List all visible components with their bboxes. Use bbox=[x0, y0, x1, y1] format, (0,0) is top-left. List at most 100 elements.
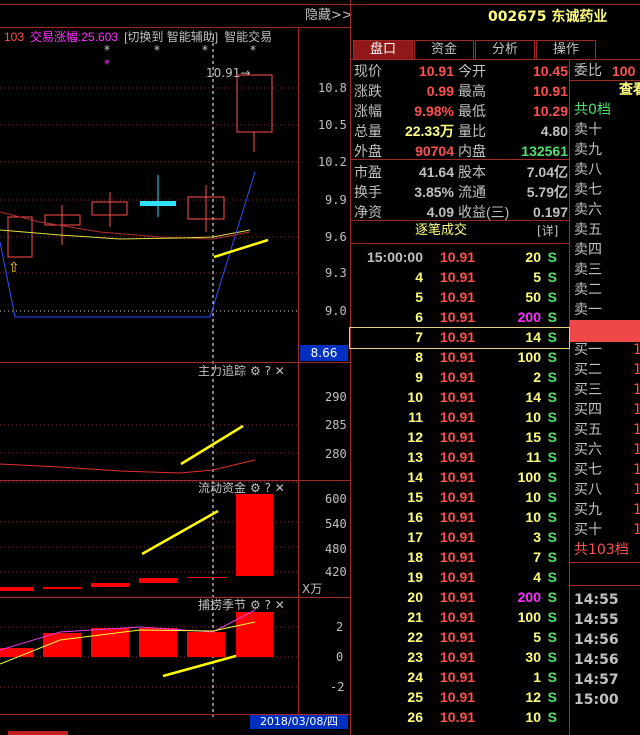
buy-level: 买一 bbox=[574, 342, 602, 358]
axis-label: 480 bbox=[325, 542, 347, 556]
axis-label: 540 bbox=[325, 517, 347, 531]
tick-side: S bbox=[547, 289, 557, 305]
tick-row[interactable]: 5 10.91 50 S bbox=[350, 288, 569, 308]
tick-price: 10.91 bbox=[440, 489, 476, 505]
unit-label: X万 bbox=[302, 582, 323, 596]
tick-volume: 11 bbox=[526, 449, 541, 465]
bottom-tab[interactable] bbox=[8, 731, 68, 735]
tick-time: 26 bbox=[407, 709, 423, 725]
switch-assist-link[interactable]: [切换到 智能辅助] bbox=[124, 30, 219, 44]
tick-row[interactable]: 16 10.91 10 S bbox=[350, 508, 569, 528]
last-price-bar bbox=[570, 320, 640, 342]
tick-volume: 12 bbox=[525, 689, 541, 705]
view-link[interactable]: 查看 bbox=[619, 82, 640, 98]
tick-row[interactable]: 11 10.91 10 S bbox=[350, 408, 569, 428]
tick-row[interactable]: 10 10.91 14 S bbox=[350, 388, 569, 408]
axis-label: 0 bbox=[336, 650, 344, 664]
tick-price: 10.91 bbox=[440, 549, 476, 565]
weibi-label: 委比 bbox=[574, 63, 602, 79]
buy-price-partial: 1 bbox=[633, 462, 640, 478]
buy-price-partial: 1 bbox=[633, 422, 640, 438]
quote-value: 10.29 bbox=[532, 103, 568, 119]
tick-time: 6 bbox=[415, 309, 423, 325]
quote-value: 5.79亿 bbox=[526, 184, 568, 200]
sell-total: 共0档 bbox=[574, 102, 611, 118]
tick-row[interactable]: 8 10.91 100 S bbox=[350, 348, 569, 368]
tick-row[interactable]: 9 10.91 2 S bbox=[350, 368, 569, 388]
tick-row[interactable]: 12 10.91 15 S bbox=[350, 428, 569, 448]
panel-controls[interactable]: ⚙ ? ✕ bbox=[250, 598, 285, 612]
tick-side: S bbox=[547, 369, 557, 385]
tick-row[interactable]: 14 10.91 100 S bbox=[350, 468, 569, 488]
tick-time: 14 bbox=[407, 469, 423, 485]
tab-pankou[interactable]: 盘口 bbox=[353, 40, 413, 59]
quote-label: 净资 bbox=[354, 204, 382, 220]
tick-row[interactable]: 15 10.91 10 S bbox=[350, 488, 569, 508]
tick-row[interactable]: 15:00:00 10.91 20 S bbox=[350, 248, 569, 268]
tick-volume: 5 bbox=[533, 629, 541, 645]
hide-button[interactable]: 隐藏>> bbox=[305, 8, 353, 23]
tab-funds[interactable]: 资金 bbox=[414, 40, 474, 59]
tick-row[interactable]: 17 10.91 3 S bbox=[350, 528, 569, 548]
smart-trade-link[interactable]: 智能交易 bbox=[224, 30, 273, 44]
weibi-value: 100 bbox=[612, 63, 636, 79]
ticks-detail-link[interactable]: [详] bbox=[537, 224, 559, 238]
tick-price: 10.91 bbox=[440, 609, 476, 625]
panel-controls[interactable]: ⚙ ? ✕ bbox=[250, 481, 285, 495]
tick-time: 17 bbox=[407, 529, 423, 545]
quote-value: 22.33万 bbox=[404, 123, 454, 139]
tick-price: 10.91 bbox=[440, 529, 476, 545]
tab-analysis[interactable]: 分析 bbox=[475, 40, 535, 59]
tick-side: S bbox=[547, 389, 557, 405]
tick-row[interactable]: 13 10.91 11 S bbox=[350, 448, 569, 468]
price-axis-label: 10.5 bbox=[318, 118, 347, 132]
tick-time: 25 bbox=[407, 689, 423, 705]
tick-row[interactable]: 20 10.91 200 S bbox=[350, 588, 569, 608]
tick-time: 18 bbox=[407, 549, 423, 565]
tick-side: S bbox=[547, 469, 557, 485]
tick-row[interactable]: 18 10.91 7 S bbox=[350, 548, 569, 568]
axis-label: 280 bbox=[325, 447, 347, 461]
date-box: 2018/03/08/四 bbox=[250, 715, 348, 729]
sell-level: 卖四 bbox=[574, 242, 602, 258]
quote-label: 内盘 bbox=[458, 143, 486, 159]
tick-side: S bbox=[547, 649, 557, 665]
tick-side: S bbox=[547, 669, 557, 685]
tick-row[interactable]: 22 10.91 5 S bbox=[350, 628, 569, 648]
tick-side: S bbox=[547, 429, 557, 445]
tick-time: 5 bbox=[415, 289, 423, 305]
quote-label: 外盘 bbox=[354, 143, 382, 159]
tick-row[interactable]: 26 10.91 10 S bbox=[350, 708, 569, 728]
quote-value: 7.04亿 bbox=[526, 164, 568, 180]
buy-price-partial: 1 bbox=[633, 362, 640, 378]
tick-row[interactable]: 24 10.91 1 S bbox=[350, 668, 569, 688]
tick-price: 10.91 bbox=[440, 269, 476, 285]
tick-row[interactable]: 21 10.91 100 S bbox=[350, 608, 569, 628]
price-marker: 10.91→ bbox=[206, 66, 251, 80]
panel-controls[interactable]: ⚙ ? ✕ bbox=[250, 364, 285, 378]
quote-row: 涨跌 0.99 最高 10.91 bbox=[354, 81, 568, 101]
tick-volume: 100 bbox=[517, 349, 541, 365]
tick-volume: 100 bbox=[517, 609, 541, 625]
tick-price: 10.91 bbox=[440, 389, 476, 405]
tick-row[interactable]: 6 10.91 200 S bbox=[350, 308, 569, 328]
tick-side: S bbox=[547, 249, 557, 265]
tick-row[interactable]: 19 10.91 4 S bbox=[350, 568, 569, 588]
tick-side: S bbox=[547, 269, 557, 285]
buy-level: 买二 bbox=[574, 362, 602, 378]
tick-row[interactable]: 7 10.91 14 S bbox=[349, 327, 570, 349]
tick-volume: 50 bbox=[525, 289, 541, 305]
buy-price-partial: 1 bbox=[633, 502, 640, 518]
quote-label: 最高 bbox=[458, 83, 486, 99]
tick-row[interactable]: 23 10.91 30 S bbox=[350, 648, 569, 668]
quote-value: 41.64 bbox=[418, 164, 454, 180]
trade-time: 15:00 bbox=[574, 692, 619, 708]
buy-level: 买六 bbox=[574, 442, 602, 458]
quote-row: 换手 3.85% 流通 5.79亿 bbox=[354, 182, 568, 202]
tab-operate[interactable]: 操作 bbox=[536, 40, 596, 59]
quote-value: 10.91 bbox=[418, 63, 454, 79]
quote-label: 换手 bbox=[354, 184, 382, 200]
tick-row[interactable]: 4 10.91 5 S bbox=[350, 268, 569, 288]
tick-row[interactable]: 25 10.91 12 S bbox=[350, 688, 569, 708]
tick-price: 10.91 bbox=[440, 669, 476, 685]
